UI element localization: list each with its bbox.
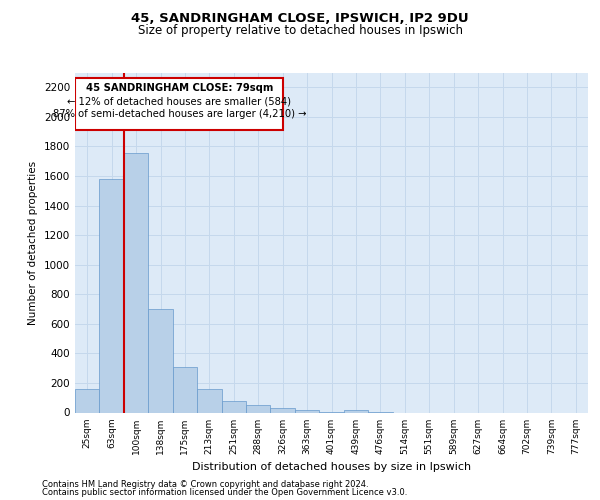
Text: ← 12% of detached houses are smaller (584): ← 12% of detached houses are smaller (58… <box>67 96 292 106</box>
Bar <box>197 389 221 412</box>
Bar <box>344 410 368 412</box>
Text: Contains HM Land Registry data © Crown copyright and database right 2024.: Contains HM Land Registry data © Crown c… <box>42 480 368 489</box>
Bar <box>173 366 197 412</box>
Text: 87% of semi-detached houses are larger (4,210) →: 87% of semi-detached houses are larger (… <box>53 110 306 120</box>
FancyBboxPatch shape <box>76 78 283 130</box>
Text: 45 SANDRINGHAM CLOSE: 79sqm: 45 SANDRINGHAM CLOSE: 79sqm <box>86 83 273 93</box>
Bar <box>100 179 124 412</box>
Bar <box>295 410 319 412</box>
Bar <box>271 408 295 412</box>
Bar <box>75 389 100 412</box>
Bar <box>148 309 173 412</box>
Text: Contains public sector information licensed under the Open Government Licence v3: Contains public sector information licen… <box>42 488 407 497</box>
Bar <box>246 405 271 412</box>
Bar <box>124 153 148 412</box>
Y-axis label: Number of detached properties: Number of detached properties <box>28 160 38 324</box>
Text: 45, SANDRINGHAM CLOSE, IPSWICH, IP2 9DU: 45, SANDRINGHAM CLOSE, IPSWICH, IP2 9DU <box>131 12 469 26</box>
Bar <box>221 400 246 412</box>
X-axis label: Distribution of detached houses by size in Ipswich: Distribution of detached houses by size … <box>192 462 471 472</box>
Text: Size of property relative to detached houses in Ipswich: Size of property relative to detached ho… <box>137 24 463 37</box>
